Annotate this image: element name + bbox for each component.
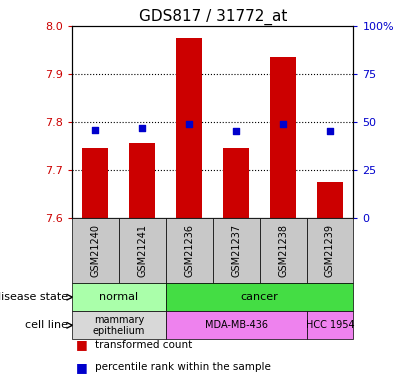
Text: transformed count: transformed count [95, 340, 192, 350]
Text: disease state: disease state [0, 292, 68, 302]
Text: GSM21237: GSM21237 [231, 224, 241, 277]
Point [186, 121, 192, 127]
Bar [129, 143, 155, 218]
Text: normal: normal [99, 292, 139, 302]
Bar [83, 148, 108, 217]
Text: MDA-MB-436: MDA-MB-436 [205, 320, 268, 330]
Bar [317, 182, 343, 218]
Text: ■: ■ [76, 361, 88, 374]
Text: ■: ■ [76, 339, 88, 351]
Text: mammary
epithelium: mammary epithelium [92, 315, 145, 336]
Text: cancer: cancer [241, 292, 279, 302]
Text: cell line: cell line [25, 320, 68, 330]
Text: GSM21239: GSM21239 [325, 224, 335, 277]
Title: GDS817 / 31772_at: GDS817 / 31772_at [139, 9, 287, 25]
Point [233, 128, 240, 135]
Text: GSM21236: GSM21236 [184, 224, 194, 277]
Bar [176, 38, 202, 218]
Text: GSM21240: GSM21240 [90, 224, 100, 277]
Text: HCC 1954: HCC 1954 [306, 320, 354, 330]
Text: GSM21241: GSM21241 [137, 224, 147, 277]
Text: percentile rank within the sample: percentile rank within the sample [95, 363, 270, 372]
Point [280, 121, 286, 127]
Bar [270, 57, 296, 217]
Point [139, 124, 145, 130]
Text: GSM21238: GSM21238 [278, 224, 288, 277]
Point [92, 126, 99, 132]
Bar [223, 148, 249, 217]
Point [327, 128, 333, 135]
